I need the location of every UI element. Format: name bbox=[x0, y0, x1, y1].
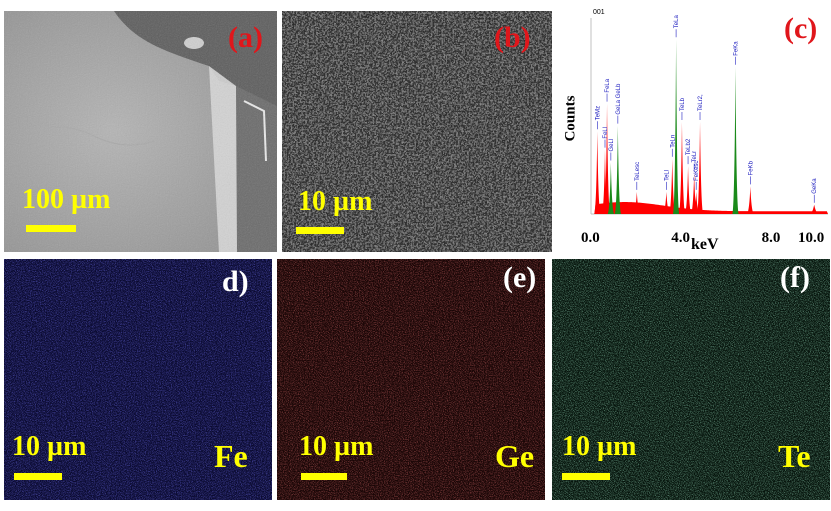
x-tick-label: 4.0 bbox=[671, 230, 690, 246]
peak-label: FeKesc bbox=[694, 161, 700, 181]
panel-label-a: (a) bbox=[228, 21, 263, 54]
ge-elemental-map bbox=[277, 259, 545, 500]
x-axis-label: keV bbox=[691, 236, 719, 253]
peak-label: GeKa bbox=[812, 178, 818, 194]
scale-bar-d bbox=[14, 473, 62, 480]
peak-label: TeLn bbox=[670, 135, 676, 148]
peak-label: FeLa bbox=[605, 78, 611, 92]
peak-label: FeLl bbox=[603, 127, 609, 139]
spectrum-peak bbox=[614, 125, 622, 214]
chart-corner-label: 001 bbox=[593, 9, 605, 16]
peak-label: TeLb2 bbox=[686, 138, 692, 155]
spectrum-peak bbox=[607, 162, 615, 214]
spectrum-peak bbox=[732, 66, 739, 214]
panel-e-ge-map: (e) 10 µm Ge bbox=[277, 259, 545, 500]
x-tick-label: 8.0 bbox=[762, 230, 781, 246]
spectrum-peak bbox=[690, 173, 698, 214]
panel-label-f: (f) bbox=[780, 261, 810, 294]
sem-image-b bbox=[282, 11, 552, 252]
x-tick-label: 10.0 bbox=[798, 230, 824, 246]
spectrum-peak bbox=[696, 122, 704, 214]
panel-f-te-map: (f) 10 µm Te bbox=[552, 259, 830, 500]
x-tick-label: 0.0 bbox=[581, 230, 600, 246]
spectrum-peak bbox=[747, 186, 754, 214]
scale-bar-a bbox=[26, 225, 76, 232]
scale-bar-text-e: 10 µm bbox=[299, 431, 374, 462]
spectrum-peak bbox=[633, 191, 641, 214]
sem-image-a bbox=[4, 11, 277, 252]
panel-label-d: d) bbox=[222, 265, 249, 298]
panel-label-c: (c) bbox=[784, 12, 818, 45]
element-label-fe: Fe bbox=[214, 438, 248, 474]
scale-bar-b bbox=[296, 227, 344, 234]
spectrum-peak bbox=[684, 166, 692, 214]
peak-label: TeLesc bbox=[635, 162, 641, 181]
panel-d-fe-map: d) 10 µm Fe bbox=[4, 259, 272, 500]
element-label-ge: Ge bbox=[495, 438, 535, 474]
spectrum-peak bbox=[603, 103, 611, 214]
peak-label: TeLb bbox=[680, 97, 686, 111]
spectrum-peak bbox=[678, 122, 686, 214]
panel-b-sem-image: (b) 10 µm bbox=[282, 11, 552, 252]
peak-label: FeKa bbox=[733, 41, 739, 56]
panel-c-eds-spectrum: 001 TeMz FeLl FeLa GeLl GeLa GeLb TeLesc TeLl T… bbox=[558, 0, 831, 258]
spectrum-peak bbox=[669, 158, 676, 214]
panel-a-sem-image: (a) 100 µm bbox=[4, 11, 277, 252]
panel-label-e: (e) bbox=[503, 261, 537, 294]
peak-label: GeLl bbox=[609, 139, 615, 152]
scale-bar-f bbox=[562, 473, 610, 480]
scale-bar-e bbox=[301, 473, 347, 480]
spectrum-peak bbox=[663, 191, 670, 214]
peak-label: TeLr2, bbox=[698, 94, 704, 111]
peak-label: TeLa bbox=[674, 15, 680, 29]
scale-bar-text-f: 10 µm bbox=[562, 431, 637, 462]
eds-spectrum-chart: 001 TeMz FeLl FeLa GeLl GeLa GeLb TeLesc TeLl T… bbox=[581, 9, 828, 246]
te-elemental-map bbox=[552, 259, 830, 500]
peak-label: TeMz bbox=[595, 106, 601, 120]
spectrum-peak bbox=[672, 39, 680, 215]
scale-bar-text-b: 10 µm bbox=[298, 186, 373, 217]
spectrum-peak bbox=[594, 131, 601, 214]
scale-bar-text-a: 100 µm bbox=[22, 184, 111, 215]
peak-label: GeLa GeLb bbox=[616, 83, 622, 115]
fe-elemental-map bbox=[4, 259, 272, 500]
peak-label: TeLl bbox=[664, 170, 670, 181]
spectrum-peak bbox=[601, 149, 609, 214]
peak-label: TeLr bbox=[692, 151, 698, 163]
peak-label: FeKb bbox=[748, 160, 754, 175]
panel-label-b: (b) bbox=[494, 21, 531, 54]
element-label-te: Te bbox=[778, 438, 811, 474]
spectrum-peak bbox=[811, 204, 818, 214]
scale-bar-text-d: 10 µm bbox=[12, 431, 87, 462]
spectrum-background bbox=[592, 202, 828, 214]
y-axis-label: Counts bbox=[562, 95, 579, 142]
